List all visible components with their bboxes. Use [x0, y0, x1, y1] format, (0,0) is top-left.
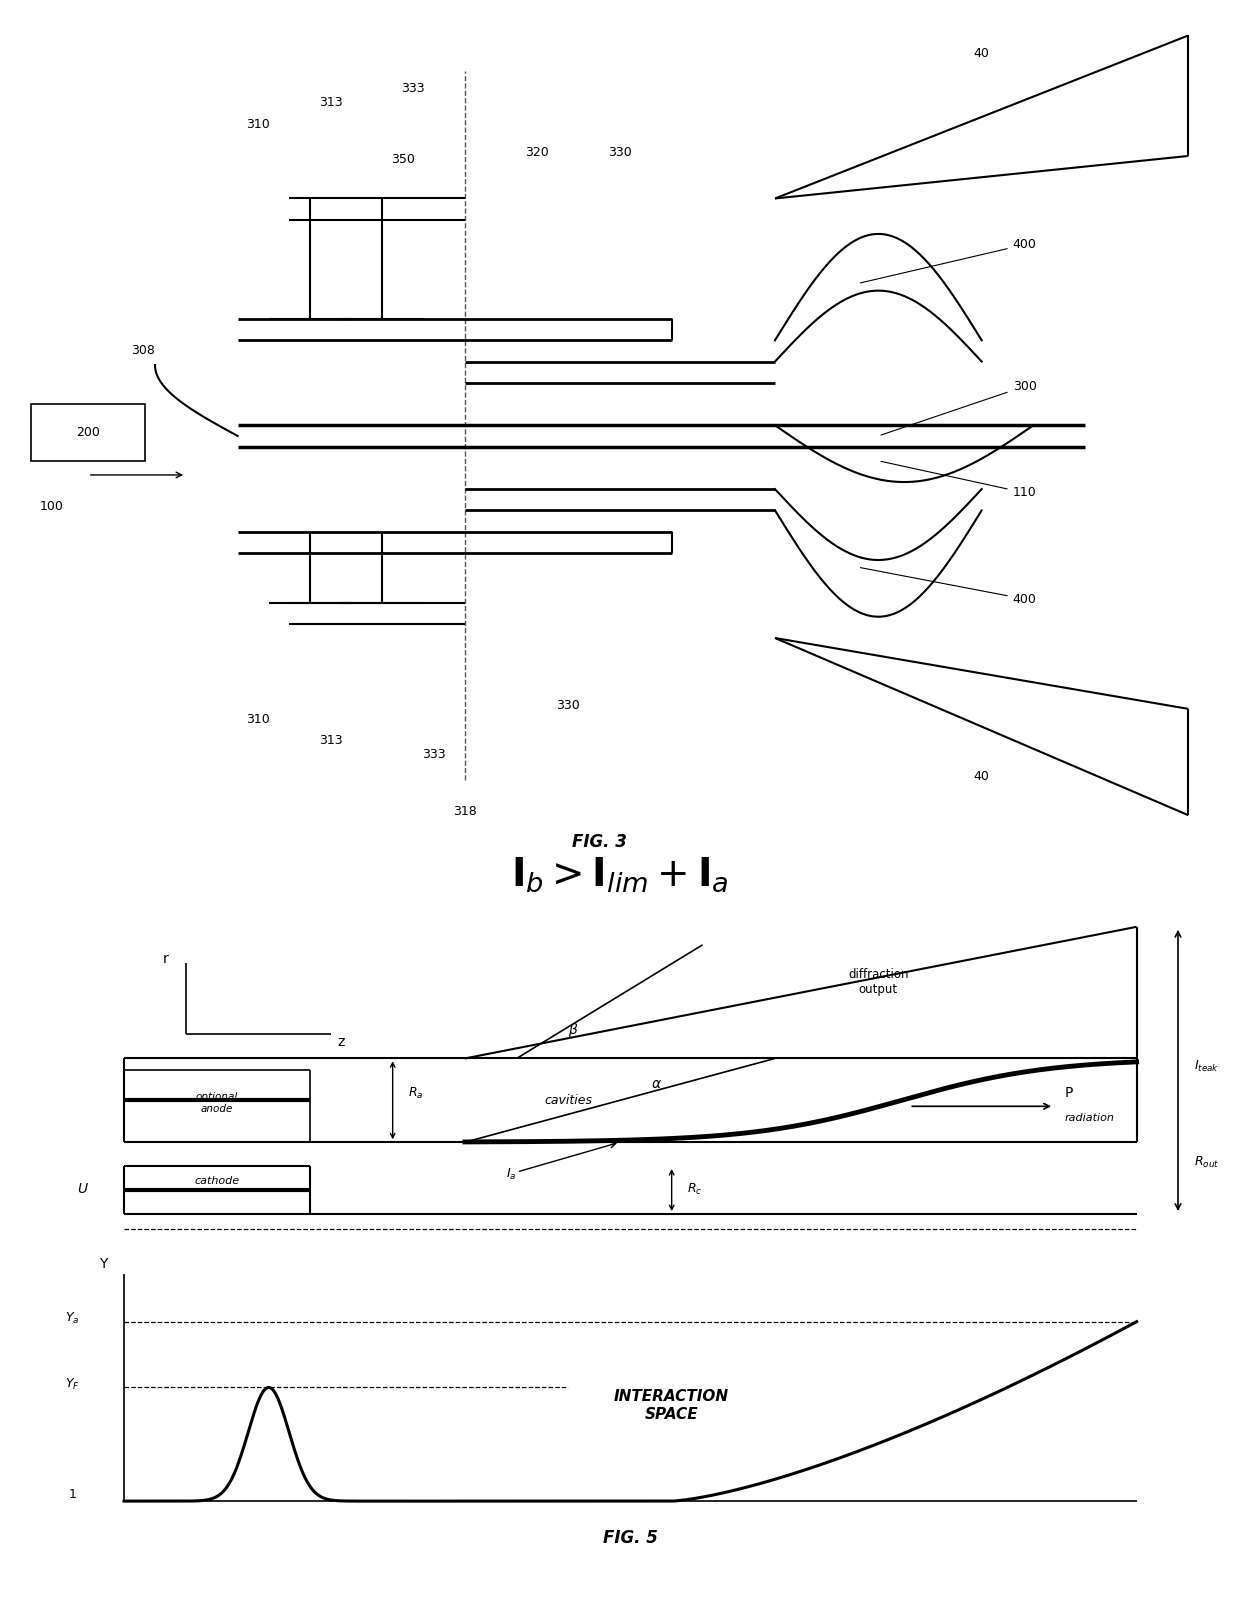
- Text: $R_c$: $R_c$: [687, 1181, 703, 1197]
- Text: cavities: cavities: [544, 1093, 593, 1107]
- Text: 200: 200: [76, 425, 99, 438]
- Text: 308: 308: [131, 345, 155, 358]
- Text: $Y_a$: $Y_a$: [66, 1311, 79, 1326]
- Text: 318: 318: [453, 806, 477, 819]
- Text: $\beta$: $\beta$: [568, 1021, 579, 1040]
- Text: r: r: [162, 952, 169, 966]
- Text: 310: 310: [247, 713, 270, 725]
- Text: $I_{teak}$: $I_{teak}$: [1193, 1059, 1219, 1074]
- Text: 333: 333: [402, 82, 425, 95]
- Text: FIG. 3: FIG. 3: [572, 833, 626, 851]
- Text: FIG. 5: FIG. 5: [603, 1530, 657, 1547]
- Text: 313: 313: [319, 96, 342, 109]
- Text: 310: 310: [247, 117, 270, 130]
- Text: 110: 110: [882, 461, 1037, 499]
- Text: 350: 350: [391, 152, 415, 165]
- Text: 400: 400: [861, 238, 1037, 282]
- Text: 1: 1: [68, 1488, 77, 1501]
- Text: $\alpha$: $\alpha$: [651, 1077, 662, 1091]
- Text: 40: 40: [973, 770, 990, 783]
- Text: radiation: radiation: [1064, 1114, 1115, 1124]
- Text: U: U: [78, 1181, 88, 1196]
- Text: 333: 333: [422, 748, 446, 761]
- Text: 330: 330: [557, 698, 580, 713]
- Text: $R_{out}$: $R_{out}$: [1193, 1156, 1219, 1170]
- Text: 320: 320: [526, 146, 549, 159]
- Text: Y: Y: [99, 1257, 108, 1271]
- Text: cathode: cathode: [195, 1176, 239, 1186]
- Text: 313: 313: [319, 735, 342, 748]
- Text: P: P: [1064, 1087, 1073, 1101]
- Text: 330: 330: [608, 146, 632, 159]
- Text: 300: 300: [880, 380, 1037, 435]
- Bar: [31, 404, 145, 461]
- Text: $R_a$: $R_a$: [408, 1087, 424, 1101]
- Text: 40: 40: [973, 47, 990, 59]
- Text: $Y_F$: $Y_F$: [64, 1377, 79, 1392]
- Text: z: z: [337, 1035, 345, 1050]
- Text: $\mathbf{I}_b > \mathbf{I}_{lim}+ \mathbf{I}_a$: $\mathbf{I}_b > \mathbf{I}_{lim}+ \mathb…: [511, 855, 729, 894]
- Text: optional
anode: optional anode: [196, 1093, 238, 1114]
- Text: 400: 400: [861, 568, 1037, 605]
- Text: $I_a$: $I_a$: [506, 1167, 517, 1183]
- Text: 100: 100: [40, 501, 63, 514]
- Text: INTERACTION
SPACE: INTERACTION SPACE: [614, 1390, 729, 1422]
- Text: diffraction
output: diffraction output: [848, 968, 909, 995]
